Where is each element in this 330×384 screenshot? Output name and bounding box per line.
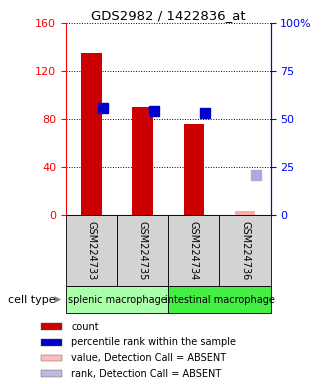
Text: GSM224735: GSM224735 xyxy=(138,221,148,280)
Bar xyxy=(168,286,271,313)
Text: GSM224733: GSM224733 xyxy=(86,221,97,280)
Text: splenic macrophage: splenic macrophage xyxy=(68,295,167,305)
Bar xyxy=(41,355,62,361)
Bar xyxy=(41,370,62,377)
Bar xyxy=(66,215,117,286)
Text: rank, Detection Call = ABSENT: rank, Detection Call = ABSENT xyxy=(71,369,221,379)
Bar xyxy=(168,215,219,286)
Bar xyxy=(117,215,168,286)
Bar xyxy=(41,323,62,330)
Bar xyxy=(81,53,102,215)
Text: percentile rank within the sample: percentile rank within the sample xyxy=(71,337,236,347)
Bar xyxy=(235,212,255,215)
Text: GSM224736: GSM224736 xyxy=(240,221,250,280)
Bar xyxy=(219,215,271,286)
Title: GDS2982 / 1422836_at: GDS2982 / 1422836_at xyxy=(91,9,246,22)
Text: GSM224734: GSM224734 xyxy=(189,221,199,280)
Text: intestinal macrophage: intestinal macrophage xyxy=(165,295,274,305)
Text: cell type: cell type xyxy=(9,295,56,305)
Bar xyxy=(133,107,153,215)
Bar xyxy=(183,124,204,215)
Text: count: count xyxy=(71,322,99,332)
Bar xyxy=(66,286,168,313)
Text: value, Detection Call = ABSENT: value, Detection Call = ABSENT xyxy=(71,353,226,363)
Bar xyxy=(41,339,62,346)
